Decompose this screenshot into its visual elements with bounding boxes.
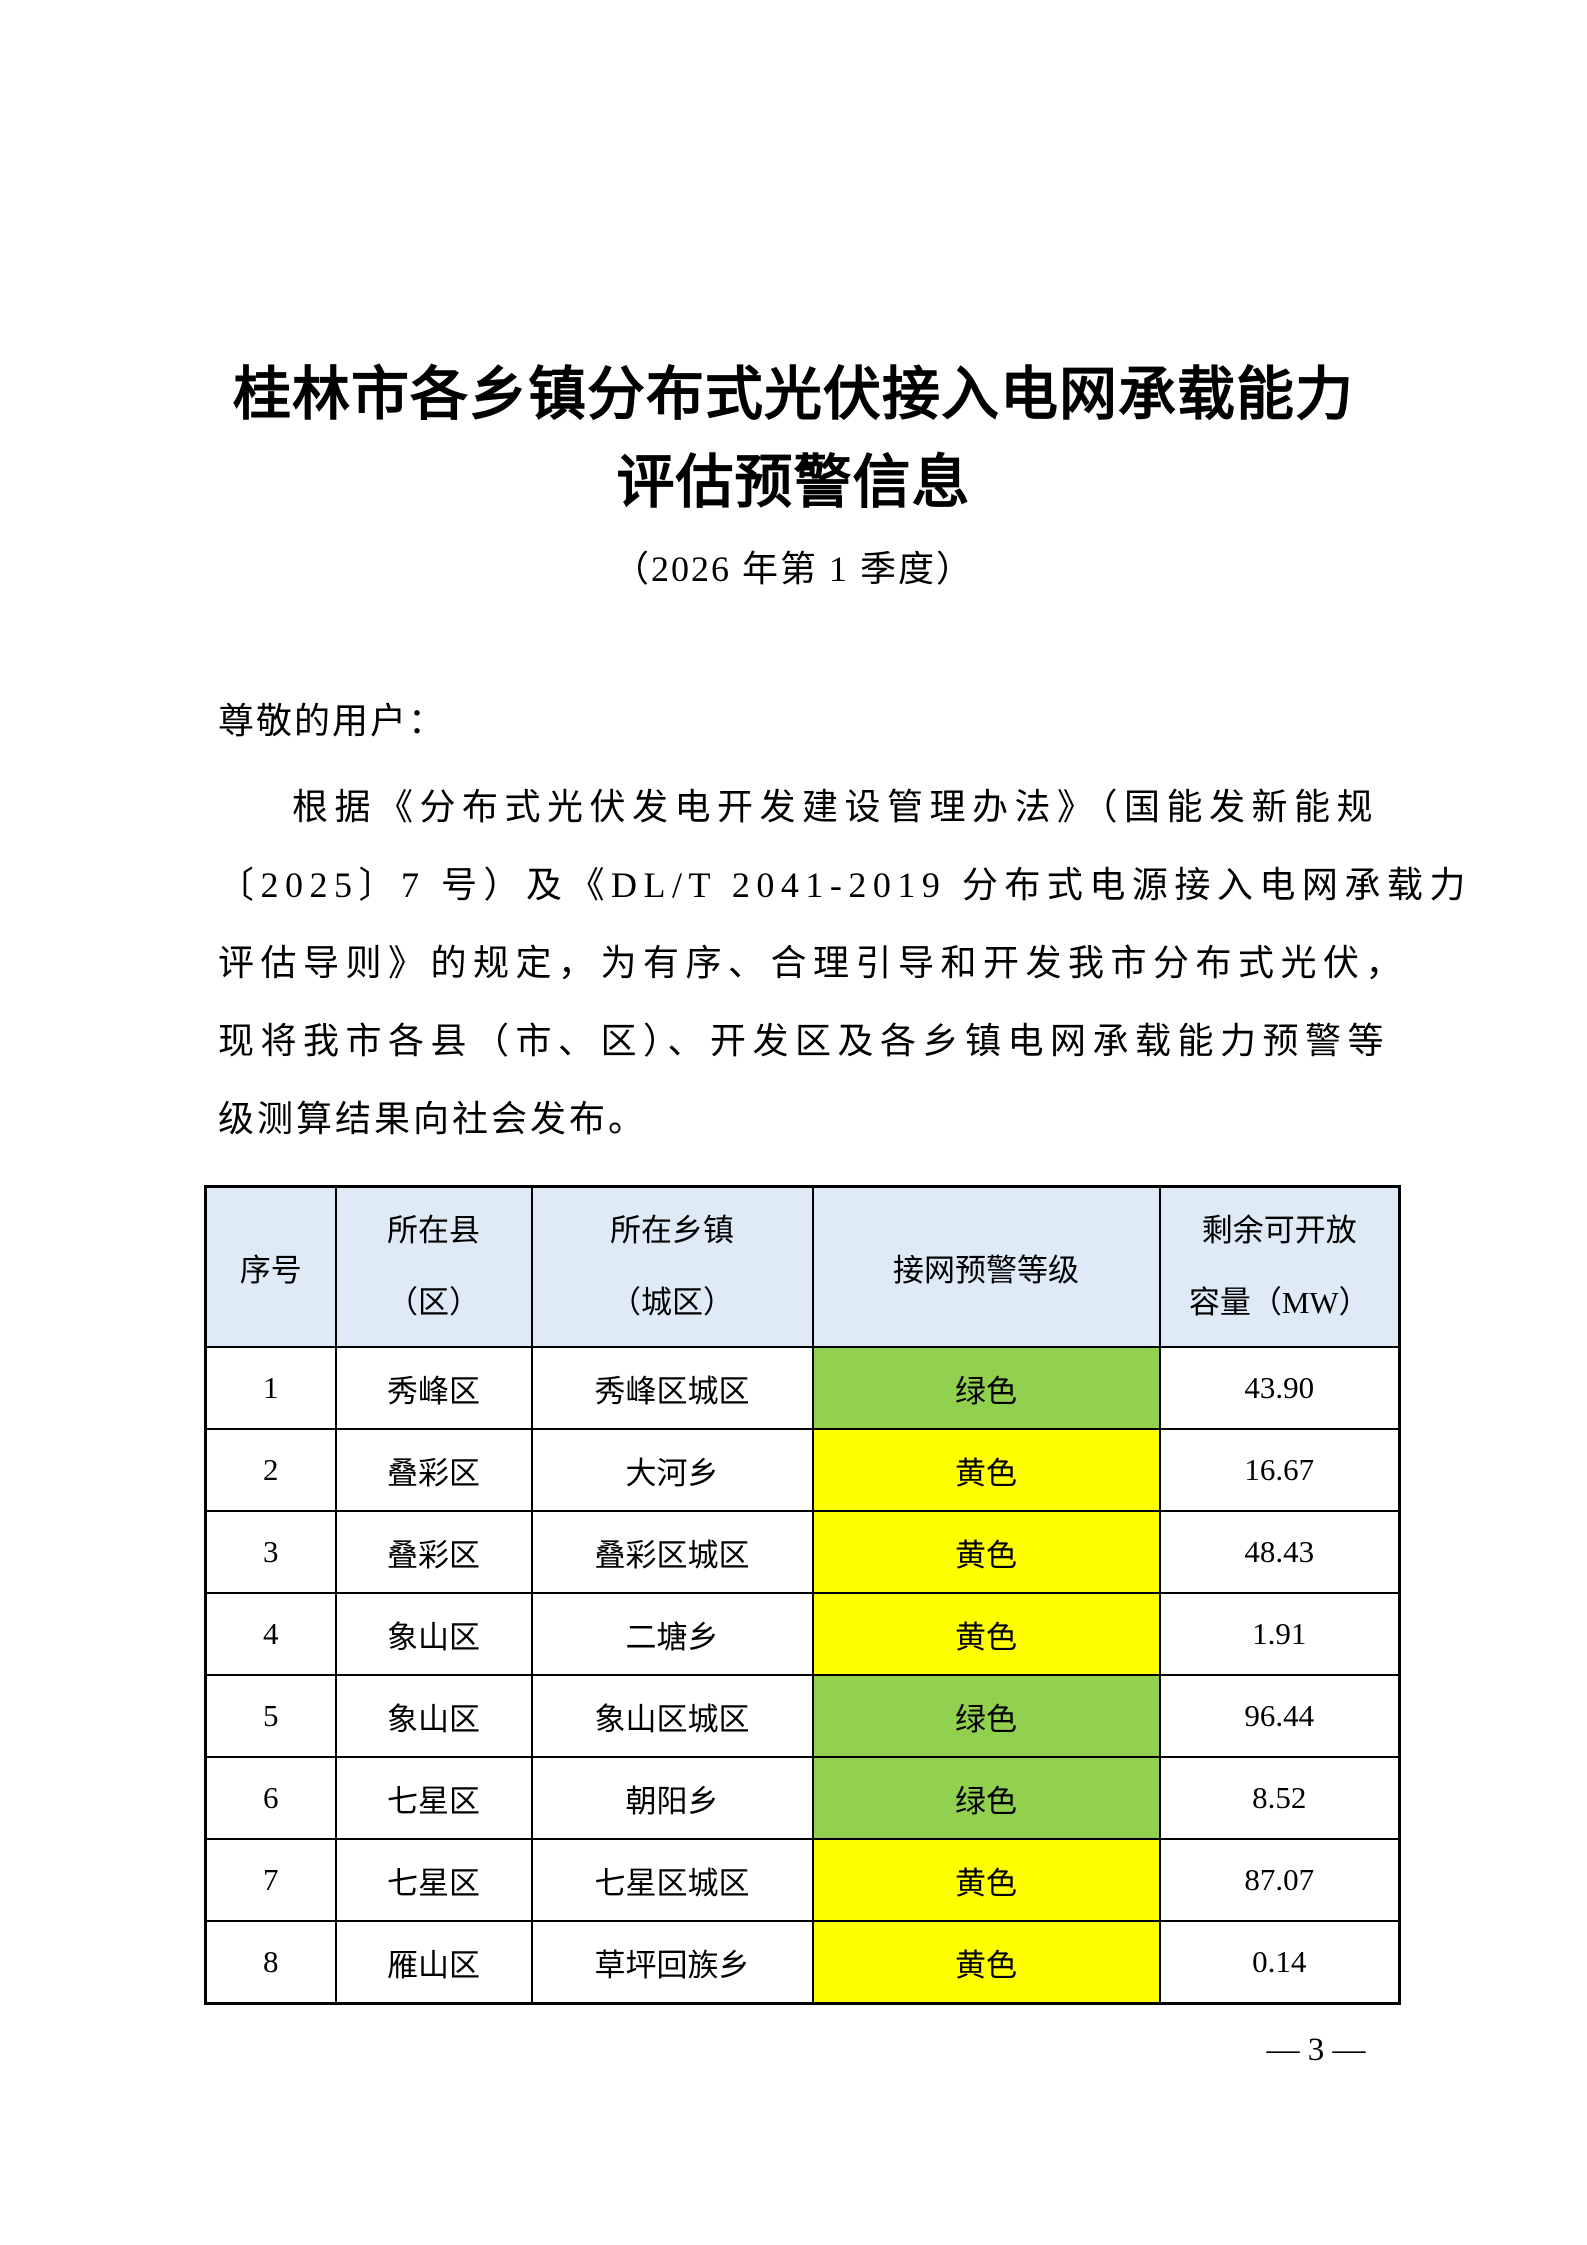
town-cell: 二塘乡 — [530, 1592, 814, 1676]
table-row: 4 象山区 二塘乡 黄色 1.91 — [204, 1592, 1401, 1676]
table-row: 8 雁山区 草坪回族乡 黄色 0.14 — [204, 1920, 1401, 2005]
table-row: 7 七星区 七星区城区 黄色 87.07 — [204, 1838, 1401, 1922]
warning-level-cell: 绿色 — [811, 1674, 1161, 1758]
page-number: — 3 — — [1266, 2032, 1366, 2068]
paragraph-line-4: 现将我市各县（市、区）、开发区及各乡镇电网承载能力预警等 — [218, 1021, 1391, 1061]
town-cell: 草坪回族乡 — [530, 1920, 814, 2005]
subtitle-quarter: （2026 年第 1 季度） — [612, 549, 974, 589]
county-cell: 秀峰区 — [334, 1346, 533, 1430]
seq-cell: 8 — [204, 1920, 337, 2005]
capacity-cell: 0.14 — [1158, 1920, 1401, 2005]
county-cell: 叠彩区 — [334, 1510, 533, 1594]
page-title-line1: 桂林市各乡镇分布式光伏接入电网承载能力 — [232, 362, 1354, 427]
county-cell: 象山区 — [334, 1592, 533, 1676]
header-town: 所在乡镇 （城区） — [530, 1185, 814, 1348]
warning-level-cell: 绿色 — [811, 1346, 1161, 1430]
warning-level-cell: 黄色 — [811, 1428, 1161, 1512]
header-capacity-line1: 剩余可开放 — [1201, 1213, 1357, 1248]
county-cell: 七星区 — [334, 1838, 533, 1922]
capacity-cell: 8.52 — [1158, 1756, 1401, 1840]
header-town-line1: 所在乡镇 — [610, 1213, 734, 1248]
county-cell: 象山区 — [334, 1674, 533, 1758]
capacity-warning-table: 序号 所在县 （区） 所在乡镇 （城区） 接网预警等级 剩余可开放 容量（MW）… — [204, 1185, 1401, 2005]
table-row: 2 叠彩区 大河乡 黄色 16.67 — [204, 1428, 1401, 1512]
header-warning-level: 接网预警等级 — [811, 1185, 1161, 1348]
town-cell: 朝阳乡 — [530, 1756, 814, 1840]
header-capacity-line2: 容量（MW） — [1188, 1285, 1370, 1320]
table-row: 3 叠彩区 叠彩区城区 黄色 48.43 — [204, 1510, 1401, 1594]
capacity-cell: 96.44 — [1158, 1674, 1401, 1758]
town-cell: 叠彩区城区 — [530, 1510, 814, 1594]
capacity-cell: 48.43 — [1158, 1510, 1401, 1594]
warning-level-cell: 黄色 — [811, 1920, 1161, 2005]
warning-level-cell: 黄色 — [811, 1838, 1161, 1922]
header-county: 所在县 （区） — [334, 1185, 533, 1348]
seq-cell: 3 — [204, 1510, 337, 1594]
table-row: 5 象山区 象山区城区 绿色 96.44 — [204, 1674, 1401, 1758]
table-row: 1 秀峰区 秀峰区城区 绿色 43.90 — [204, 1346, 1401, 1430]
seq-cell: 5 — [204, 1674, 337, 1758]
county-cell: 雁山区 — [334, 1920, 533, 2005]
capacity-cell: 87.07 — [1158, 1838, 1401, 1922]
capacity-cell: 16.67 — [1158, 1428, 1401, 1512]
capacity-cell: 1.91 — [1158, 1592, 1401, 1676]
seq-cell: 7 — [204, 1838, 337, 1922]
county-cell: 叠彩区 — [334, 1428, 533, 1512]
paragraph-line-2: 〔2025〕7 号）及《DL/T 2041-2019 分布式电源接入电网承载力 — [218, 865, 1472, 905]
town-cell: 大河乡 — [530, 1428, 814, 1512]
header-seq: 序号 — [204, 1185, 337, 1348]
county-cell: 七星区 — [334, 1756, 533, 1840]
town-cell: 七星区城区 — [530, 1838, 814, 1922]
town-cell: 象山区城区 — [530, 1674, 814, 1758]
header-town-line2: （城区） — [610, 1285, 734, 1320]
table-row: 6 七星区 朝阳乡 绿色 8.52 — [204, 1756, 1401, 1840]
warning-level-cell: 绿色 — [811, 1756, 1161, 1840]
page-title-line2: 评估预警信息 — [616, 450, 971, 515]
paragraph-line-5: 级测算结果向社会发布。 — [218, 1099, 648, 1139]
seq-cell: 1 — [204, 1346, 337, 1430]
capacity-cell: 43.90 — [1158, 1346, 1401, 1430]
town-cell: 秀峰区城区 — [530, 1346, 814, 1430]
warning-level-cell: 黄色 — [811, 1510, 1161, 1594]
seq-cell: 4 — [204, 1592, 337, 1676]
header-county-line1: 所在县 — [387, 1213, 480, 1248]
header-county-line2: （区） — [387, 1285, 480, 1320]
header-capacity: 剩余可开放 容量（MW） — [1158, 1185, 1401, 1348]
table-header-row: 序号 所在县 （区） 所在乡镇 （城区） 接网预警等级 剩余可开放 容量（MW） — [204, 1185, 1401, 1348]
paragraph-line-1: 根据《分布式光伏发电开发建设管理办法》（国能发新能规 — [292, 787, 1380, 827]
warning-level-cell: 黄色 — [811, 1592, 1161, 1676]
seq-cell: 2 — [204, 1428, 337, 1512]
seq-cell: 6 — [204, 1756, 337, 1840]
paragraph-line-3: 评估导则》的规定，为有序、合理引导和开发我市分布式光伏， — [218, 943, 1409, 983]
greeting-line: 尊敬的用户： — [218, 701, 447, 741]
